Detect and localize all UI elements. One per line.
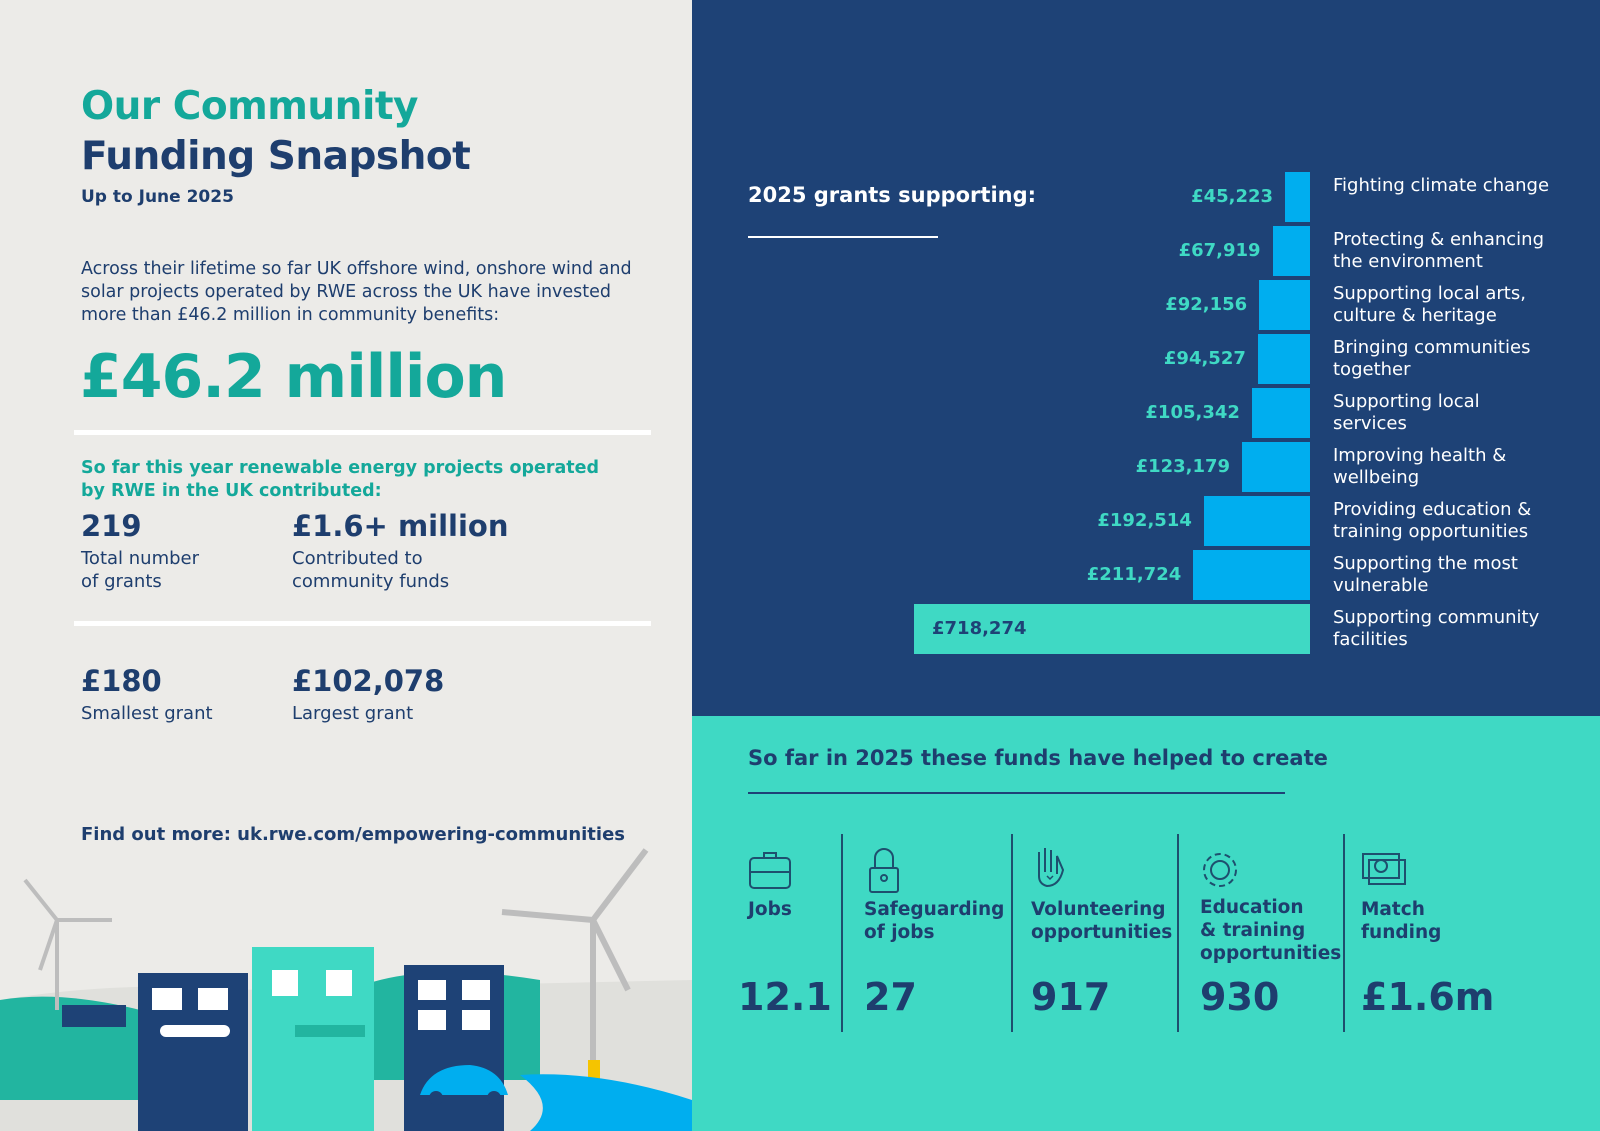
bar [1242, 442, 1310, 492]
stat-value: 219 [81, 509, 142, 543]
impact-panel [692, 716, 1600, 1131]
bar-value-label: £718,274 [932, 618, 1027, 639]
stat-value: £102,078 [292, 664, 445, 698]
impact-label: Education & training opportunities [1200, 896, 1341, 965]
impact-value: 917 [1031, 975, 1111, 1019]
category-label: Bringing communities together [1333, 337, 1531, 380]
find-out-more-link[interactable]: Find out more: uk.rwe.com/empowering-com… [81, 824, 626, 845]
impact-label-line: Jobs [748, 899, 792, 920]
wind-turbine-icon [23, 878, 112, 1010]
impact-label-line: of jobs [864, 922, 935, 943]
subtitle: Up to June 2025 [81, 187, 234, 207]
stat-label: Smallest grant [81, 703, 213, 724]
category-label: Protecting & enhancing the environment [1333, 229, 1545, 272]
title-line-1: Our Community [81, 84, 418, 129]
chart-title: 2025 grants supporting: [748, 183, 1037, 207]
impact-label-line: & training [1200, 920, 1306, 941]
building [252, 947, 374, 1131]
impact-label-line: funding [1361, 922, 1442, 943]
impact-label-line: opportunities [1200, 943, 1342, 964]
category-label: Supporting the most vulnerable [1333, 553, 1518, 596]
padlock-icon [862, 846, 910, 898]
bar-value-label: £94,527 [1163, 348, 1246, 369]
water-waves [520, 1074, 692, 1131]
solar-panels-icon [62, 1005, 126, 1027]
stat-value: £180 [81, 664, 162, 698]
stat-value: £1.6+ million [292, 509, 509, 543]
divider [74, 621, 651, 626]
impact-label: Volunteering opportunities [1031, 898, 1172, 944]
bar [914, 604, 1310, 654]
stat-label: Total number [81, 548, 200, 569]
bar-value-label: £67,919 [1178, 240, 1261, 261]
impact-value: 930 [1200, 975, 1280, 1019]
category-label: Supporting local services [1333, 391, 1480, 434]
divider [74, 430, 651, 435]
grants-chart-panel [692, 0, 1600, 716]
town-illustration [0, 848, 692, 1131]
title-line-2: Funding Snapshot [81, 134, 471, 179]
intro-text: Across their lifetime so far UK offshore… [81, 259, 632, 325]
impact-label-line: Safeguarding [864, 899, 1005, 920]
gear-icon [1198, 846, 1246, 898]
stat-contributed: £1.6+ million Contributed to community f… [292, 509, 509, 593]
bar-value-label: £92,156 [1165, 294, 1248, 315]
bar [1272, 226, 1310, 276]
bar [1203, 496, 1310, 546]
stat-label: Contributed to [292, 548, 423, 569]
wind-turbine-icon [501, 848, 649, 1065]
impact-label: Match funding [1361, 898, 1441, 944]
impact-value: 27 [864, 975, 917, 1019]
category-label: Supporting community facilities [1333, 607, 1540, 650]
impact-label: Safeguarding of jobs [864, 898, 1004, 944]
bar [1257, 334, 1310, 384]
bar-value-label: £45,223 [1191, 186, 1274, 207]
bar-value-label: £192,514 [1097, 510, 1192, 531]
impact-value: 12.1 [738, 975, 832, 1019]
column-divider [1177, 834, 1179, 1032]
impact-label: Jobs [748, 898, 792, 921]
electric-car-icon [420, 1065, 508, 1095]
bar-value-label: £123,179 [1135, 456, 1231, 477]
bar-value-label: £211,724 [1086, 564, 1182, 585]
impact-label-line: opportunities [1031, 922, 1173, 943]
year-intro: So far this year renewable energy projec… [81, 458, 600, 501]
bar [1193, 550, 1310, 600]
impact-label-line: Volunteering [1031, 899, 1166, 920]
category-label: Improving health & wellbeing [1333, 445, 1507, 488]
stat-grants-count: 219 Total number of grants [81, 509, 199, 593]
impact-value: £1.6m [1361, 975, 1495, 1019]
category-label: Providing education & training opportuni… [1333, 499, 1532, 542]
impact-heading: So far in 2025 these funds have helped t… [748, 746, 1328, 770]
heading-underline [748, 792, 1285, 794]
impact-label-line: Education [1200, 897, 1304, 918]
title-underline [748, 236, 938, 238]
left-panel [0, 0, 692, 1131]
bar [1259, 280, 1310, 330]
stat-label: community funds [292, 571, 450, 592]
stat-largest-grant: £102,078 Largest grant [292, 664, 444, 725]
impact-label-line: Match [1361, 899, 1425, 920]
briefcase-icon [746, 846, 794, 898]
stat-label: of grants [81, 571, 162, 592]
headline-figure: £46.2 million [80, 342, 507, 412]
stat-smallest-grant: £180 Smallest grant [81, 664, 213, 725]
column-divider [1011, 834, 1013, 1032]
column-divider [841, 834, 843, 1032]
bar [1251, 388, 1310, 438]
stat-label: Largest grant [292, 703, 414, 724]
bar-value-label: £105,342 [1145, 402, 1240, 423]
banknote-pound-icon [1359, 846, 1407, 898]
bar [1285, 172, 1310, 222]
column-divider [1343, 834, 1345, 1032]
category-label: Fighting climate change [1333, 175, 1550, 196]
category-label: Supporting local arts, culture & heritag… [1333, 283, 1526, 326]
hand-heart-icon [1029, 846, 1077, 898]
